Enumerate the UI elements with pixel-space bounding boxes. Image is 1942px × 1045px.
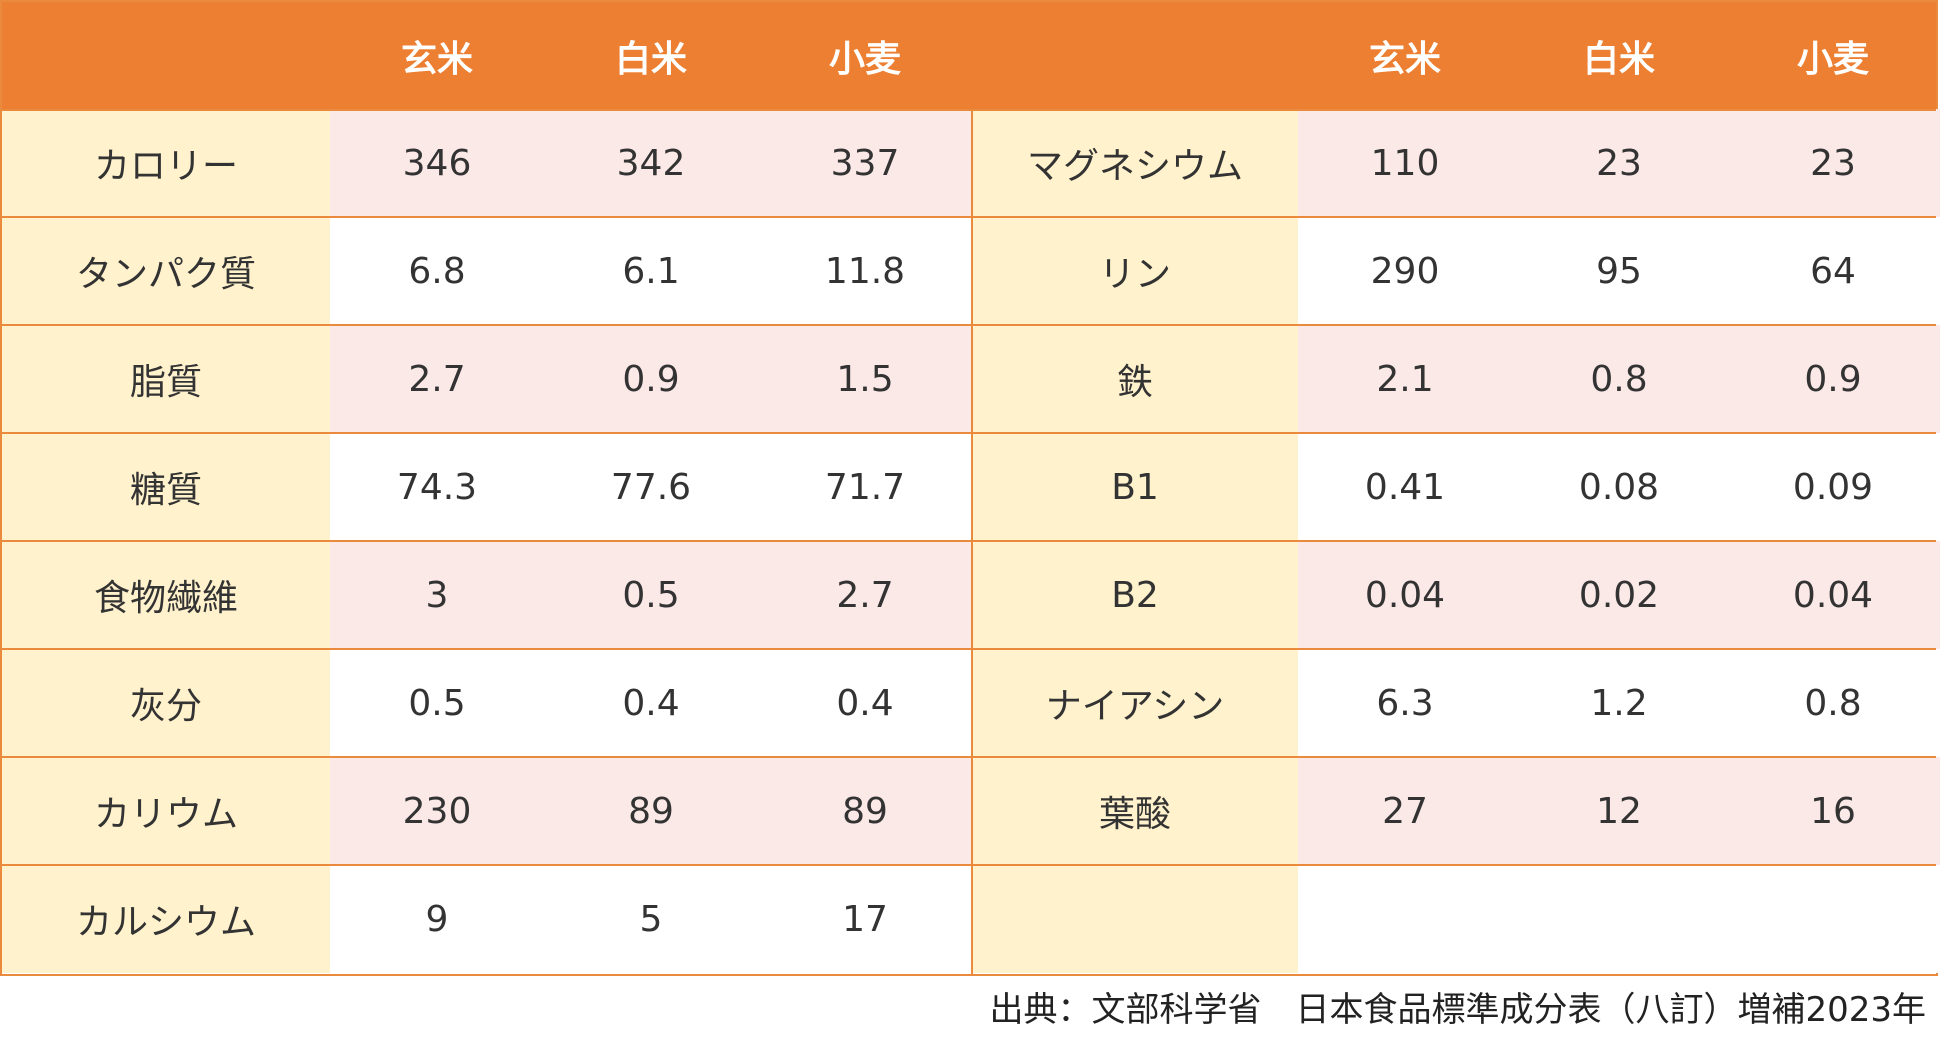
row-label-left: カロリー: [2, 109, 330, 217]
header-genmai-left: 玄米: [400, 38, 473, 80]
value-cell-right: [1298, 865, 1512, 973]
value-cell-right: 0.04: [1298, 541, 1512, 649]
value-cell-left: 77.6: [544, 433, 758, 541]
value-cell-right: 0.04: [1726, 541, 1940, 649]
row-label-right: マグネシウム: [972, 109, 1298, 217]
value-cell-right: 110: [1298, 109, 1512, 217]
value-cell-right: 2.1: [1298, 325, 1512, 433]
row-divider: [2, 216, 1936, 218]
row-divider: [2, 324, 1936, 326]
value-cell-right: 0.09: [1726, 433, 1940, 541]
value-cell-right: 0.8: [1512, 325, 1726, 433]
row-label-left: カルシウム: [2, 865, 330, 973]
value-cell-left: 0.5: [330, 649, 544, 757]
value-cell-right: 23: [1512, 109, 1726, 217]
row-label-left: カリウム: [2, 757, 330, 865]
value-cell-left: 6.8: [330, 217, 544, 325]
source-citation: 出典：文部科学省 日本食品標準成分表（八訂）増補2023年: [989, 989, 1926, 1030]
value-cell-left: 337: [758, 109, 972, 217]
value-cell-left: 3: [330, 541, 544, 649]
table-row: カリウム 230 89 89 葉酸 27 12 16: [2, 757, 1940, 865]
row-label-left: 脂質: [2, 325, 330, 433]
value-cell-right: 64: [1726, 217, 1940, 325]
row-label-right: B1: [972, 433, 1298, 541]
value-cell-left: 5: [544, 865, 758, 973]
value-cell-right: 95: [1512, 217, 1726, 325]
value-cell-right: 0.8: [1726, 649, 1940, 757]
value-cell-left: 0.5: [544, 541, 758, 649]
value-cell-left: 346: [330, 109, 544, 217]
value-cell-left: 71.7: [758, 433, 972, 541]
row-divider: [2, 540, 1936, 542]
value-cell-left: 342: [544, 109, 758, 217]
row-label-left: タンパク質: [2, 217, 330, 325]
value-cell-left: 9: [330, 865, 544, 973]
value-cell-left: 0.4: [758, 649, 972, 757]
value-cell-left: 17: [758, 865, 972, 973]
value-cell-left: 230: [330, 757, 544, 865]
table-row: カルシウム 9 5 17: [2, 865, 1940, 973]
table-row: 灰分 0.5 0.4 0.4 ナイアシン 6.3 1.2 0.8: [2, 649, 1940, 757]
value-cell-left: 1.5: [758, 325, 972, 433]
value-cell-right: [1726, 865, 1940, 973]
row-divider: [2, 864, 1936, 866]
table-header-row: 玄米 白米 小麦 玄米 白米 小麦: [2, 2, 1936, 109]
value-cell-right: 0.02: [1512, 541, 1726, 649]
column-divider: [971, 109, 973, 976]
value-cell-right: [1512, 865, 1726, 973]
row-label-left: 食物繊維: [2, 541, 330, 649]
row-divider: [2, 432, 1936, 434]
table-row: 脂質 2.7 0.9 1.5 鉄 2.1 0.8 0.9: [2, 325, 1940, 433]
value-cell-right: 0.41: [1298, 433, 1512, 541]
header-hakumai-left: 白米: [614, 38, 687, 80]
row-label-left: 糖質: [2, 433, 330, 541]
value-cell-right: 16: [1726, 757, 1940, 865]
value-cell-left: 89: [758, 757, 972, 865]
row-divider: [2, 648, 1936, 650]
value-cell-right: 290: [1298, 217, 1512, 325]
table-row: タンパク質 6.8 6.1 11.8 リン 290 95 64: [2, 217, 1940, 325]
row-label-right: 鉄: [972, 325, 1298, 433]
table-row: カロリー 346 342 337 マグネシウム 110 23 23: [2, 109, 1940, 217]
value-cell-right: 23: [1726, 109, 1940, 217]
row-label-left: 灰分: [2, 649, 330, 757]
row-label-right: [972, 865, 1298, 973]
value-cell-left: 11.8: [758, 217, 972, 325]
table-row: 糖質 74.3 77.6 71.7 B1 0.41 0.08 0.09: [2, 433, 1940, 541]
nutrition-table: 玄米 白米 小麦 玄米 白米 小麦 カロリー 346 342 337 マグネシウム 110…: [0, 0, 1940, 976]
value-cell-left: 2.7: [758, 541, 972, 649]
row-label-right: ナイアシン: [972, 649, 1298, 757]
value-cell-right: 0.08: [1512, 433, 1726, 541]
value-cell-right: 1.2: [1512, 649, 1726, 757]
row-divider: [2, 756, 1936, 758]
table-row: 食物繊維 3 0.5 2.7 B2 0.04 0.02 0.04: [2, 541, 1940, 649]
value-cell-right: 12: [1512, 757, 1726, 865]
row-divider: [2, 109, 1936, 111]
header-komugi-left: 小麦: [828, 38, 901, 80]
row-label-right: リン: [972, 217, 1298, 325]
value-cell-right: 6.3: [1298, 649, 1512, 757]
header-komugi-right: 小麦: [1796, 38, 1869, 80]
value-cell-left: 0.9: [544, 325, 758, 433]
row-label-right: 葉酸: [972, 757, 1298, 865]
value-cell-right: 27: [1298, 757, 1512, 865]
value-cell-left: 74.3: [330, 433, 544, 541]
value-cell-left: 89: [544, 757, 758, 865]
value-cell-right: 0.9: [1726, 325, 1940, 433]
header-hakumai-right: 白米: [1582, 38, 1655, 80]
value-cell-left: 0.4: [544, 649, 758, 757]
value-cell-left: 6.1: [544, 217, 758, 325]
header-genmai-right: 玄米: [1368, 38, 1441, 80]
row-label-right: B2: [972, 541, 1298, 649]
value-cell-left: 2.7: [330, 325, 544, 433]
